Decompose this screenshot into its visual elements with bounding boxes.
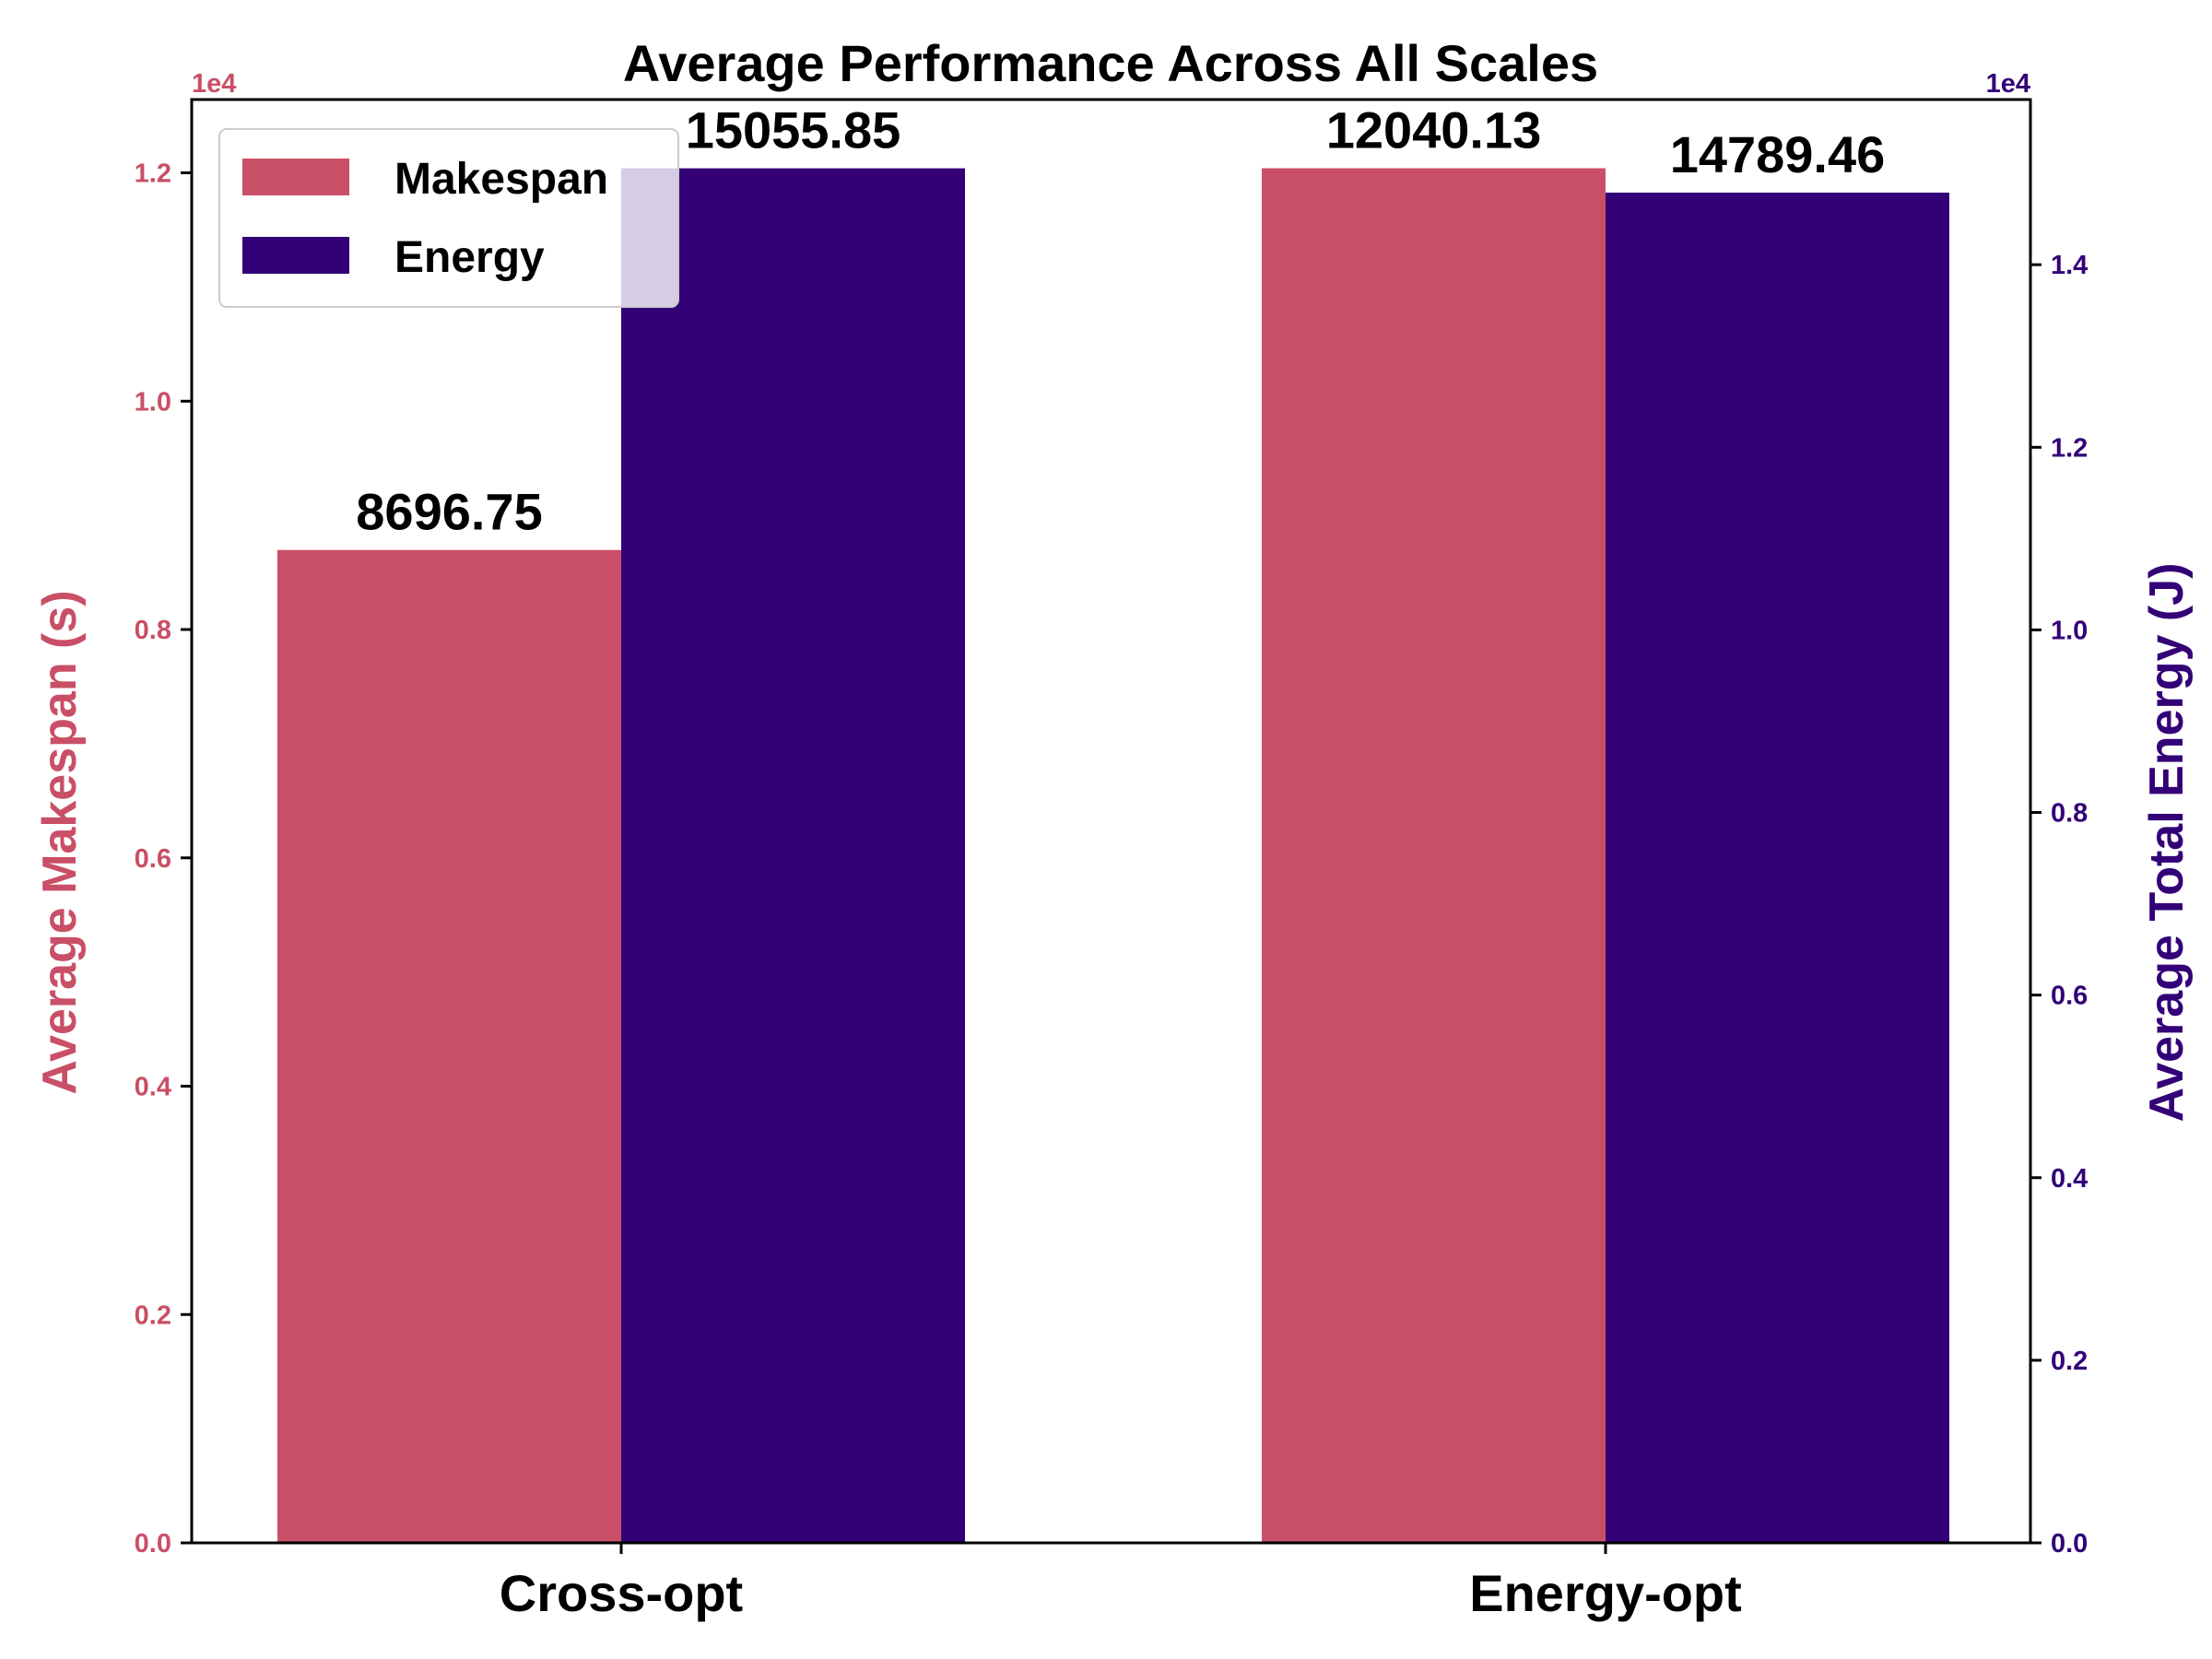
left-axis-ticks: 0.0 0.2 0.4 0.6 0.8 1.0 1.2 bbox=[135, 159, 192, 1559]
bar-energy-cross-opt bbox=[621, 168, 965, 1544]
data-labels-group: 8696.75 15055.85 12040.13 14789.46 bbox=[356, 101, 1885, 541]
right-tick-label: 0.0 bbox=[2051, 1529, 2088, 1559]
bar-makespan-energy-opt bbox=[1262, 168, 1606, 1544]
plot-frame bbox=[190, 98, 2032, 1545]
legend: Makespan Energy bbox=[218, 128, 679, 308]
data-label-makespan-energy-opt: 12040.13 bbox=[1326, 101, 1542, 159]
left-tick-label: 0.2 bbox=[135, 1300, 171, 1330]
data-label-makespan-cross-opt: 8696.75 bbox=[356, 483, 542, 541]
right-tick-label: 0.6 bbox=[2051, 982, 2088, 1011]
left-tick-label: 0.0 bbox=[135, 1529, 171, 1559]
legend-entry-makespan: Makespan bbox=[394, 155, 608, 204]
bar-makespan-cross-opt bbox=[277, 549, 621, 1543]
right-tick-label: 1.4 bbox=[2051, 251, 2088, 280]
right-axis-ticks: 0.0 0.2 0.4 0.6 0.8 1.0 1.2 1.4 bbox=[2030, 251, 2088, 1559]
bars-group bbox=[277, 168, 1949, 1544]
legend-swatch-energy bbox=[242, 237, 349, 274]
right-axis-multiplier: 1e4 bbox=[1986, 69, 2030, 99]
data-label-energy-energy-opt: 14789.46 bbox=[1670, 125, 1886, 183]
left-axis-label: Average Makespan (s) bbox=[33, 590, 87, 1094]
right-tick-label: 0.4 bbox=[2051, 1164, 2088, 1194]
x-tick-label: Energy-opt bbox=[1469, 1564, 1742, 1622]
legend-entry-energy: Energy bbox=[394, 233, 545, 282]
bar-energy-energy-opt bbox=[1606, 192, 1949, 1544]
left-tick-label: 0.8 bbox=[135, 616, 171, 645]
data-label-energy-cross-opt: 15055.85 bbox=[686, 101, 901, 159]
x-tick-label: Cross-opt bbox=[500, 1564, 743, 1622]
left-axis-multiplier: 1e4 bbox=[192, 69, 236, 99]
x-axis-ticks: Cross-opt Energy-opt bbox=[500, 1543, 1742, 1622]
right-tick-label: 0.8 bbox=[2051, 799, 2088, 829]
right-tick-label: 1.2 bbox=[2051, 433, 2088, 463]
right-axis-label: Average Total Energy (J) bbox=[2140, 563, 2194, 1123]
right-tick-label: 1.0 bbox=[2051, 616, 2088, 645]
right-tick-label: 0.2 bbox=[2051, 1347, 2088, 1376]
chart-title: Average Performance Across All Scales bbox=[623, 34, 1598, 92]
left-tick-label: 1.2 bbox=[135, 159, 171, 189]
left-tick-label: 1.0 bbox=[135, 387, 171, 417]
left-tick-label: 0.4 bbox=[135, 1073, 171, 1102]
left-tick-label: 0.6 bbox=[135, 844, 171, 874]
legend-swatch-makespan bbox=[242, 159, 349, 195]
